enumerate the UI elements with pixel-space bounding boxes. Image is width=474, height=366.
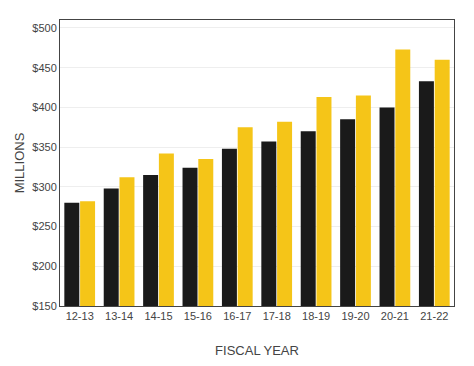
svg-text:19-20: 19-20 xyxy=(341,310,369,322)
svg-text:$300: $300 xyxy=(32,181,56,193)
svg-text:15-16: 15-16 xyxy=(184,310,212,322)
svg-text:16-17: 16-17 xyxy=(223,310,251,322)
svg-text:$350: $350 xyxy=(32,141,56,153)
svg-text:$500: $500 xyxy=(32,22,56,34)
svg-text:MILLIONS: MILLIONS xyxy=(12,132,27,193)
svg-text:21-22: 21-22 xyxy=(420,310,448,322)
svg-text:12-13: 12-13 xyxy=(66,310,94,322)
svg-text:FISCAL YEAR: FISCAL YEAR xyxy=(215,343,299,358)
svg-text:18-19: 18-19 xyxy=(302,310,330,322)
svg-text:$250: $250 xyxy=(32,220,56,232)
svg-text:13-14: 13-14 xyxy=(105,310,133,322)
svg-text:$400: $400 xyxy=(32,101,56,113)
svg-text:$450: $450 xyxy=(32,62,56,74)
svg-text:17-18: 17-18 xyxy=(263,310,291,322)
svg-text:14-15: 14-15 xyxy=(144,310,172,322)
svg-text:$200: $200 xyxy=(32,260,56,272)
svg-text:20-21: 20-21 xyxy=(381,310,409,322)
svg-text:$150: $150 xyxy=(32,300,56,312)
